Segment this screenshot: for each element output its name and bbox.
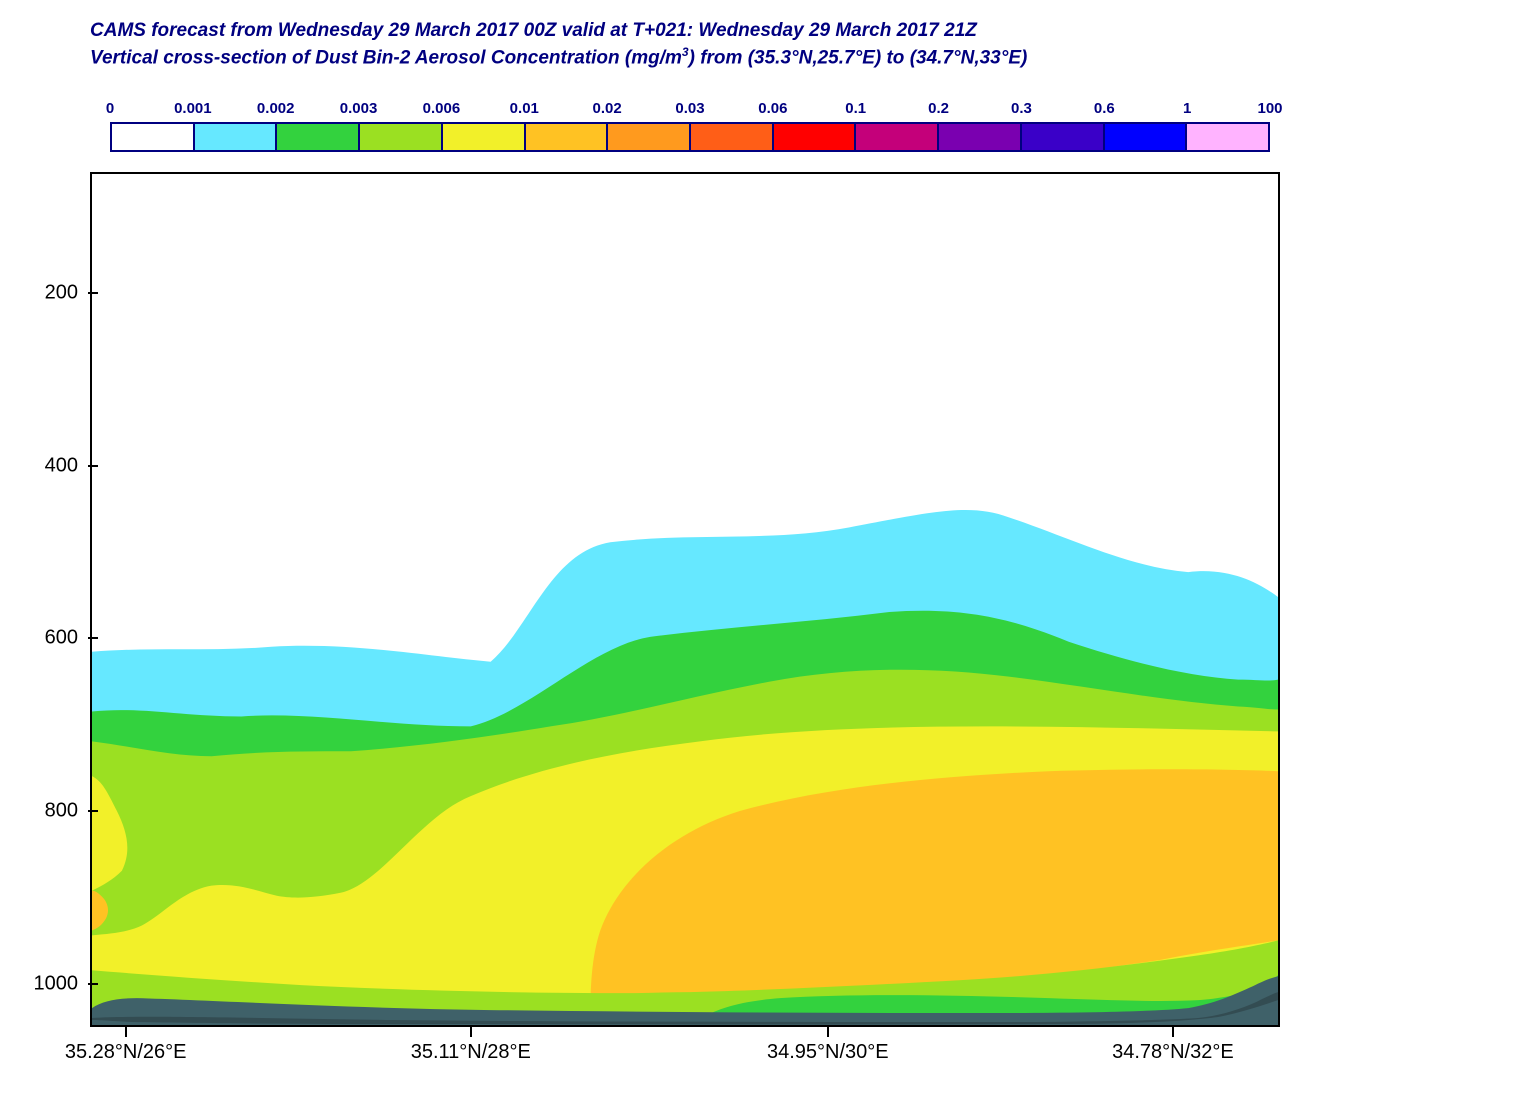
colorbar-segment	[443, 124, 526, 150]
colorbar-label: 0.001	[174, 100, 212, 117]
y-axis-tick	[88, 637, 98, 639]
colorbar-segments	[110, 122, 1270, 152]
colorbar-segment	[277, 124, 360, 150]
y-axis-tick	[88, 292, 98, 294]
colorbar-segment	[360, 124, 443, 150]
colorbar-label: 0.01	[510, 100, 539, 117]
chart-title: CAMS forecast from Wednesday 29 March 20…	[90, 18, 1027, 71]
colorbar-label: 0.02	[593, 100, 622, 117]
plot-area	[90, 172, 1280, 1027]
chart-page: CAMS forecast from Wednesday 29 March 20…	[0, 0, 1513, 1101]
colorbar-labels: 00.0010.0020.0030.0060.010.020.030.060.1…	[110, 100, 1270, 122]
colorbar-segment	[1187, 124, 1268, 150]
y-axis-tick	[88, 810, 98, 812]
colorbar-segment	[774, 124, 857, 150]
colorbar-segment	[526, 124, 609, 150]
y-axis-label: 800	[45, 800, 78, 823]
x-axis-label: 34.95°N/30°E	[767, 1041, 889, 1064]
x-axis-tick	[125, 1027, 127, 1037]
colorbar-segment	[856, 124, 939, 150]
colorbar-label: 0.6	[1094, 100, 1115, 117]
y-axis-label: 1000	[34, 972, 79, 995]
y-axis-label: 200	[45, 281, 78, 304]
contour-svg	[92, 174, 1278, 1025]
x-axis-tick	[1172, 1027, 1174, 1037]
colorbar-label: 0.002	[257, 100, 295, 117]
colorbar-label: 0.03	[675, 100, 704, 117]
colorbar-label: 0.003	[340, 100, 378, 117]
x-axis-label: 35.28°N/26°E	[65, 1041, 187, 1064]
colorbar: 00.0010.0020.0030.0060.010.020.030.060.1…	[110, 100, 1270, 152]
colorbar-label: 100	[1257, 100, 1282, 117]
x-axis: 35.28°N/26°E35.11°N/28°E34.95°N/30°E34.7…	[90, 1027, 1280, 1077]
colorbar-label: 0.3	[1011, 100, 1032, 117]
colorbar-label: 0.1	[845, 100, 866, 117]
colorbar-segment	[608, 124, 691, 150]
title-line-2: Vertical cross-section of Dust Bin-2 Aer…	[90, 44, 1027, 71]
y-axis: 200 400 600 800 1000	[0, 172, 88, 1027]
colorbar-segment	[1105, 124, 1188, 150]
y-axis-label: 600	[45, 627, 78, 650]
colorbar-segment	[195, 124, 278, 150]
y-axis-label: 400	[45, 454, 78, 477]
colorbar-label: 0.2	[928, 100, 949, 117]
colorbar-segment	[939, 124, 1022, 150]
title-line-1: CAMS forecast from Wednesday 29 March 20…	[90, 18, 1027, 44]
x-axis-tick	[470, 1027, 472, 1037]
x-axis-label: 35.11°N/28°E	[411, 1041, 531, 1064]
x-axis-label: 34.78°N/32°E	[1112, 1041, 1234, 1064]
y-axis-tick	[88, 465, 98, 467]
colorbar-label: 0.006	[423, 100, 461, 117]
colorbar-segment	[1022, 124, 1105, 150]
colorbar-segment	[691, 124, 774, 150]
colorbar-segment	[112, 124, 195, 150]
colorbar-label: 1	[1183, 100, 1191, 117]
x-axis-tick	[827, 1027, 829, 1037]
colorbar-label: 0.06	[758, 100, 787, 117]
y-axis-tick	[88, 983, 98, 985]
colorbar-label: 0	[106, 100, 114, 117]
